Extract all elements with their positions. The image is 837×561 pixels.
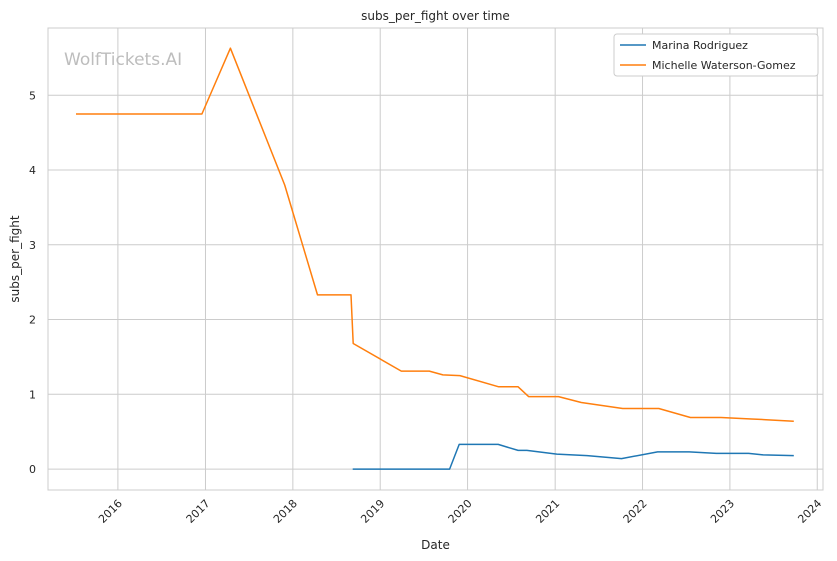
legend-label-michelle-waterson-gomez: Michelle Waterson-Gomez <box>652 59 796 72</box>
x-tick-label: 2022 <box>621 497 650 526</box>
watermark-text: WolfTickets.AI <box>64 50 182 70</box>
x-tick-label: 2024 <box>795 497 824 526</box>
x-tick-label: 2020 <box>446 497 475 526</box>
legend: Marina Rodriguez Michelle Waterson-Gomez <box>613 33 819 77</box>
y-tick-label: 1 <box>29 388 36 401</box>
y-tick-label: 2 <box>29 314 36 327</box>
series-line-michelle-waterson-gomez <box>76 47 794 422</box>
chart-title: subs_per_fight over time <box>361 9 510 23</box>
legend-label-marina-rodriguez: Marina Rodriguez <box>652 39 748 52</box>
y-tick-label: 0 <box>29 463 36 476</box>
grid <box>48 28 823 490</box>
y-axis-label: subs_per_fight <box>8 215 22 302</box>
x-tick-label: 2016 <box>96 497 125 526</box>
x-axis-label: Date <box>421 538 450 552</box>
series-line-marina-rodriguez <box>352 443 794 470</box>
legend-box <box>613 33 819 77</box>
x-tick-label: 2018 <box>271 497 300 526</box>
x-tick-label: 2023 <box>708 497 737 526</box>
y-tick-label: 3 <box>29 239 36 252</box>
series-lines <box>76 47 794 470</box>
x-tick-label: 2019 <box>358 497 387 526</box>
y-tick-label: 5 <box>29 89 36 102</box>
y-tick-label: 4 <box>29 164 36 177</box>
plot-area <box>47 27 824 491</box>
x-tick-label: 2021 <box>533 497 562 526</box>
x-tick-label: 2017 <box>184 497 213 526</box>
